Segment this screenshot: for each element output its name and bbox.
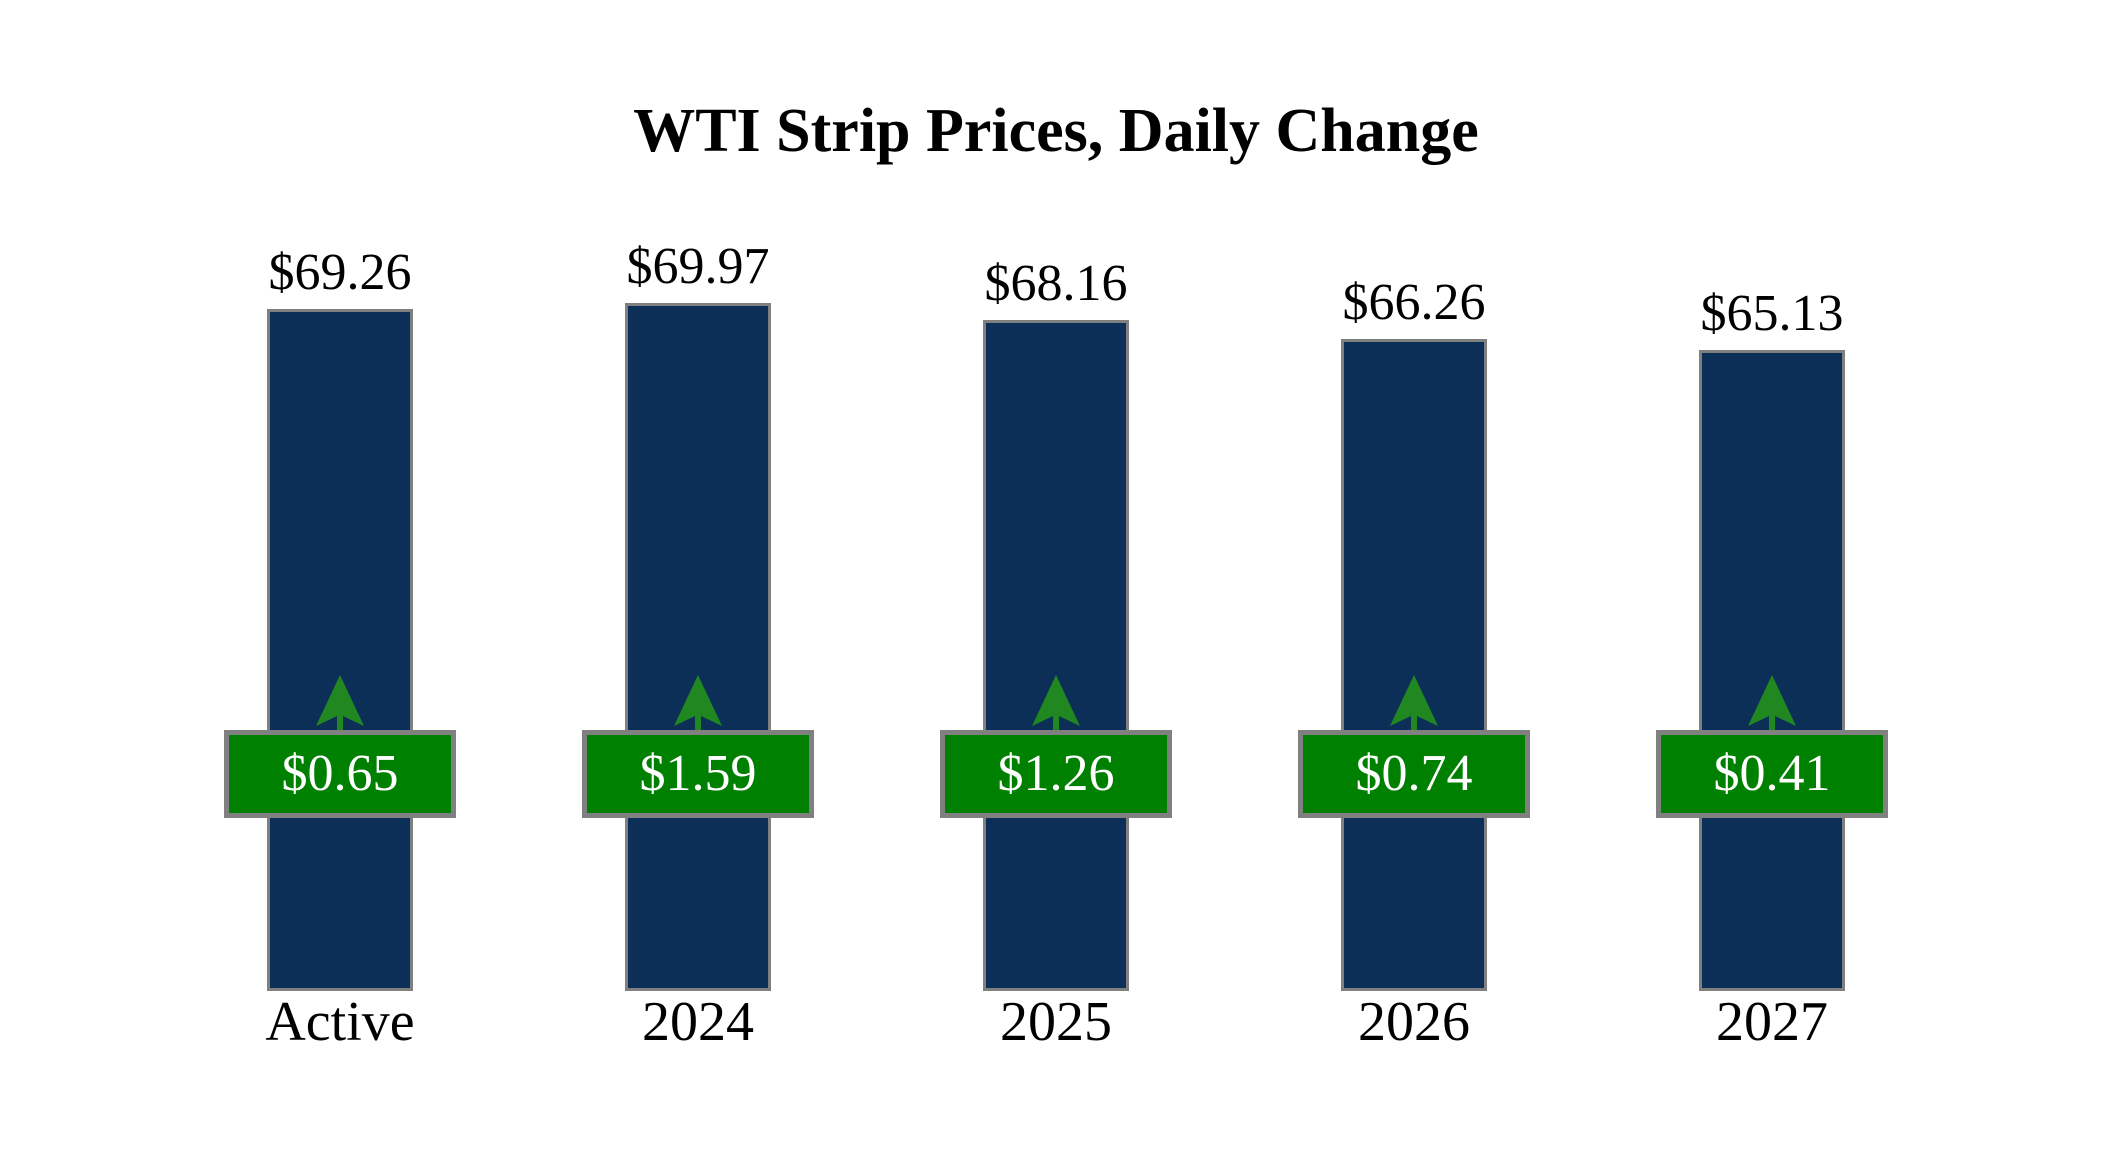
daily-change-badge: $0.74 [1298,730,1530,818]
daily-change-label: $1.26 [997,745,1115,802]
strip-price-bar [1699,350,1845,991]
price-label: $65.13 [1700,285,1844,342]
strip-price-bar [625,303,771,991]
up-arrow-icon [674,675,722,732]
category-label: Active [265,991,415,1053]
category-label: 2024 [642,991,754,1053]
category-label: 2027 [1716,991,1828,1053]
daily-change-label: $0.74 [1355,745,1473,802]
daily-change-badge: $0.41 [1656,730,1888,818]
daily-change-label: $0.41 [1713,745,1831,802]
price-label: $66.26 [1342,274,1486,331]
daily-change-badge: $0.65 [224,730,456,818]
chart-title: WTI Strip Prices, Daily Change [633,97,1479,165]
daily-change-label: $0.65 [281,745,399,802]
daily-change-badge: $1.26 [940,730,1172,818]
price-label: $69.26 [268,244,412,301]
up-arrow-icon [1032,675,1080,732]
price-label: $68.16 [984,255,1128,312]
daily-change-label: $1.59 [639,745,757,802]
strip-price-bar [983,320,1129,991]
price-label: $69.97 [626,238,770,295]
strip-price-bar [1341,339,1487,991]
daily-change-badge: $1.59 [582,730,814,818]
category-label: 2025 [1000,991,1112,1053]
up-arrow-icon [316,675,364,732]
category-label: 2026 [1358,991,1470,1053]
up-arrow-icon [1390,675,1438,732]
up-arrow-icon [1748,675,1796,732]
strip-price-bar [267,309,413,991]
